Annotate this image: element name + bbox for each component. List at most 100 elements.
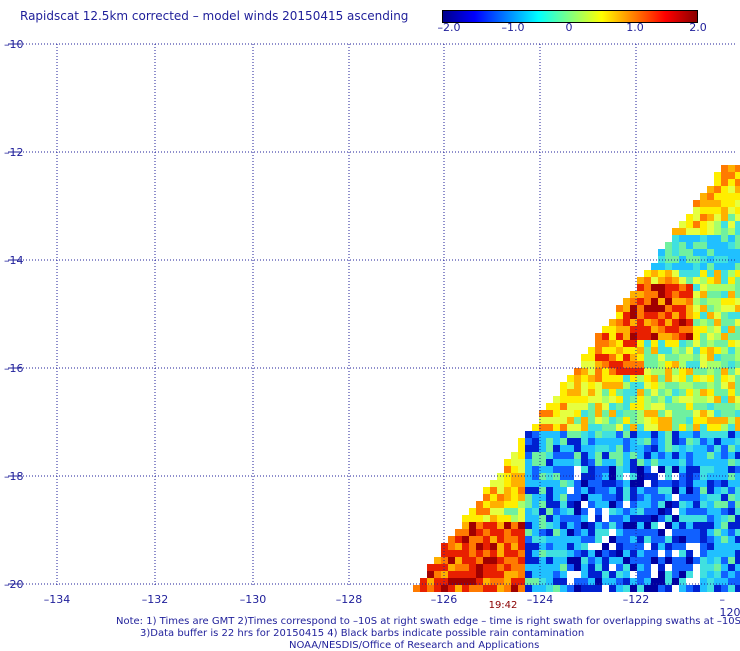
swath-cell <box>665 312 672 319</box>
swath-cell <box>658 298 665 305</box>
swath-cell <box>714 564 721 571</box>
swath-cell <box>518 522 525 529</box>
swath-cell <box>553 557 560 564</box>
swath-cell <box>707 305 714 312</box>
swath-cell <box>707 501 714 508</box>
swath-cell <box>616 424 623 431</box>
swath-cell <box>735 319 740 326</box>
swath-cell <box>637 536 644 543</box>
swath-cell <box>686 375 693 382</box>
swath-cell <box>728 417 735 424</box>
swath-cell <box>707 291 714 298</box>
swath-cell <box>658 375 665 382</box>
swath-cell <box>700 193 707 200</box>
swath-cell <box>728 270 735 277</box>
swath-cell <box>490 522 497 529</box>
swath-cell <box>609 417 616 424</box>
swath-cell <box>735 368 740 375</box>
swath-cell <box>525 466 532 473</box>
swath-cell <box>651 277 658 284</box>
swath-cell <box>644 382 651 389</box>
swath-cell <box>616 403 623 410</box>
swath-cell <box>574 389 581 396</box>
swath-cell <box>595 550 602 557</box>
swath-cell <box>707 347 714 354</box>
swath-cell <box>651 557 658 564</box>
swath-cell <box>595 508 602 515</box>
swath-cell <box>553 564 560 571</box>
swath-cell <box>616 466 623 473</box>
swath-cell <box>560 431 567 438</box>
swath-cell <box>651 452 658 459</box>
swath-cell <box>679 242 686 249</box>
swath-cell <box>574 585 581 592</box>
swath-cell <box>469 536 476 543</box>
swath-cell <box>693 291 700 298</box>
swath-cell <box>707 193 714 200</box>
swath-cell <box>693 382 700 389</box>
swath-cell <box>588 389 595 396</box>
swath-cell <box>609 431 616 438</box>
swath-cell <box>658 319 665 326</box>
swath-cell <box>546 494 553 501</box>
swath-cell <box>588 431 595 438</box>
swath-cell <box>567 522 574 529</box>
swath-cell <box>616 487 623 494</box>
swath-cell <box>623 326 630 333</box>
swath-cell <box>672 347 679 354</box>
swath-cell <box>728 529 735 536</box>
swath-cell <box>672 494 679 501</box>
swath-cell <box>595 536 602 543</box>
swath-cell <box>651 543 658 550</box>
swath-cell <box>518 564 525 571</box>
swath-cell <box>679 312 686 319</box>
swath-cell <box>679 319 686 326</box>
swath-cell <box>532 459 539 466</box>
swath-cell <box>651 305 658 312</box>
swath-cell <box>560 557 567 564</box>
swath-cell <box>637 291 644 298</box>
swath-cell <box>581 508 588 515</box>
swath-cell <box>658 417 665 424</box>
swath-cell <box>700 557 707 564</box>
swath-cell <box>637 452 644 459</box>
swath-cell <box>532 585 539 592</box>
swath-cell <box>588 515 595 522</box>
swath-cell <box>644 354 651 361</box>
swath-cell <box>721 438 728 445</box>
swath-cell <box>651 333 658 340</box>
swath-cell <box>532 571 539 578</box>
swath-cell <box>560 438 567 445</box>
swath-cell <box>658 571 665 578</box>
swath-cell <box>504 480 511 487</box>
swath-cell <box>700 536 707 543</box>
swath-cell <box>707 326 714 333</box>
swath-cell <box>574 375 581 382</box>
swath-cell <box>602 480 609 487</box>
swath-cell <box>581 557 588 564</box>
swath-cell <box>497 508 504 515</box>
swath-cell <box>637 508 644 515</box>
swath-cell <box>665 536 672 543</box>
swath-cell <box>616 543 623 550</box>
swath-cell <box>637 333 644 340</box>
swath-cell <box>721 389 728 396</box>
swath-cell <box>560 452 567 459</box>
swath-cell <box>637 305 644 312</box>
swath-cell <box>588 396 595 403</box>
swath-cell <box>679 347 686 354</box>
swath-cell <box>609 522 616 529</box>
swath-cell <box>707 550 714 557</box>
swath-cell <box>665 424 672 431</box>
swath-cell <box>616 417 623 424</box>
swath-cell <box>728 536 735 543</box>
swath-cell <box>525 564 532 571</box>
swath-cell <box>546 522 553 529</box>
swath-cell <box>714 193 721 200</box>
swath-cell <box>434 585 441 592</box>
swath-cell <box>560 550 567 557</box>
swath-cell <box>735 298 740 305</box>
swath-cell <box>567 417 574 424</box>
swath-cell <box>665 403 672 410</box>
swath-cell <box>721 410 728 417</box>
